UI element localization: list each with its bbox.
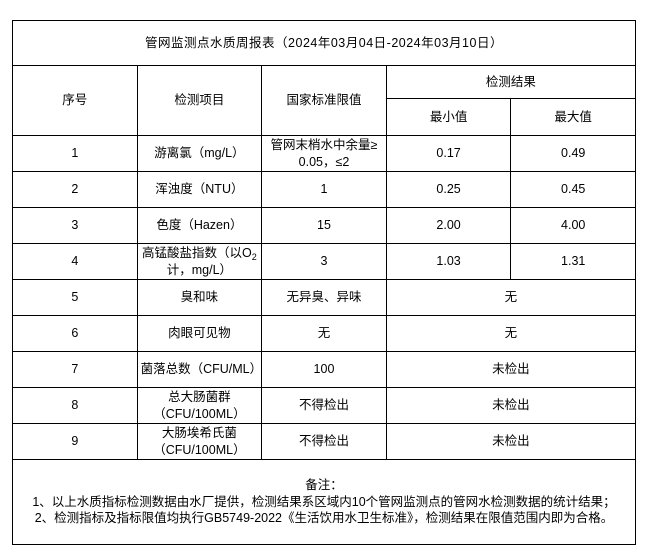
row-standard-limit: 不得检出 (261, 423, 387, 460)
row-result-max: 0.45 (510, 171, 636, 208)
report-table-body: 管网监测点水质周报表（2024年03月04日-2024年03月10日） 序号 检… (12, 20, 637, 136)
remarks-cell: 备注： 1、以上水质指标检测数据由水厂提供，检测结果系区域内10个管网监测点的管… (12, 459, 636, 545)
row-result-min: 1.03 (385, 243, 512, 280)
row-item-name: 高锰酸盐指数（以O2 计，mg/L） (136, 243, 263, 280)
row-result-merged: 未检出 (385, 351, 637, 388)
row-item-name: 色度（Hazen） (136, 207, 263, 244)
table-row: 5 臭和味 无异臭、异味无 (12, 279, 637, 316)
row-index: 2 (12, 171, 138, 208)
row-index: 5 (12, 279, 138, 316)
table-row: 7 菌落总数（CFU/ML） 100 未检出 (12, 351, 637, 388)
row-index: 3 (12, 207, 138, 244)
row-result-merged: 无 (385, 279, 637, 316)
header-result-group: 检测结果 (385, 65, 637, 99)
row-index: 7 (12, 351, 138, 388)
table-row: 2 浑浊度（NTU） 1 0.25 0.45 (12, 171, 636, 208)
row-index: 8 (12, 387, 138, 424)
standard-limit-line-1: 管网末梢水中余量≥ (270, 137, 378, 152)
row-result-min: 0.17 (385, 135, 512, 172)
row-standard-limit: 1 (261, 171, 387, 208)
row-standard-limit: 不得检出 (261, 387, 387, 424)
header-result-max: 最大值 (510, 98, 636, 136)
row-index: 1 (12, 135, 138, 172)
row-result-min: 2.00 (385, 207, 512, 244)
table-row: 3 色度（Hazen） 15 2.00 4.00 (12, 207, 636, 244)
header-result-min: 最小值 (385, 98, 512, 136)
remarks-label: 备注： (305, 477, 343, 492)
item-name-subscript: 2 (251, 251, 257, 262)
remarks-line-1: 1、以上水质指标检测数据由水厂提供，检测结果系区域内10个管网监测点的管网水检测… (32, 494, 616, 509)
row-result-max: 4.00 (510, 207, 636, 244)
row-index: 9 (12, 423, 138, 460)
row-result-merged: 未检出 (385, 423, 637, 460)
table-row: 4 高锰酸盐指数（以O2 计，mg/L） 3 1.03 1.31 (12, 243, 636, 280)
row-index: 6 (12, 315, 138, 352)
row-result-merged: 无 (385, 315, 637, 352)
row-item-name: 臭和味 (136, 279, 263, 316)
row-standard-limit: 无 (261, 315, 387, 352)
remarks-row: 备注： 1、以上水质指标检测数据由水厂提供，检测结果系区域内10个管网监测点的管… (12, 459, 636, 545)
water-quality-report-table: 管网监测点水质周报表（2024年03月04日-2024年03月10日） 序号 检… (12, 20, 637, 545)
report-title: 管网监测点水质周报表（2024年03月04日-2024年03月10日） (12, 20, 636, 66)
header-index: 序号 (12, 65, 138, 136)
row-item-name: 游离氯（mg/L） (136, 135, 263, 172)
row-standard-limit: 管网末梢水中余量≥ 0.05，≤2 (261, 135, 387, 172)
row-result-max: 1.31 (510, 243, 636, 280)
item-name-suffix: 计，mg/L） (166, 262, 233, 277)
row-item-name: 大肠埃希氏菌（CFU/100ML） (136, 423, 263, 460)
header-row-sub: 最小值 最大值 (13, 98, 636, 136)
remarks-line-2: 2、检测指标及指标限值均执行GB5749-2022《生活饮用水卫生标准》，检测结… (34, 511, 614, 526)
standard-limit-line-2: 0.05，≤2 (298, 154, 350, 169)
row-index: 4 (12, 243, 138, 280)
table-row: 6 肉眼可见物无无 (12, 315, 637, 352)
row-item-name: 总大肠菌群（CFU/100ML） (136, 387, 263, 424)
table-row: 8 总大肠菌群（CFU/100ML） 不得检出 未检出 (12, 387, 637, 424)
row-item-name: 肉眼可见物 (136, 315, 263, 352)
header-row-top: 序号 检测项目 国家标准限值 检测结果 (12, 65, 637, 136)
row-item-name: 浑浊度（NTU） (136, 171, 263, 208)
row-standard-limit: 无异臭、异味 (261, 279, 387, 316)
row-standard-limit: 100 (261, 351, 387, 388)
table-row: 1 游离氯（mg/L） 管网末梢水中余量≥ 0.05，≤2 0.17 0.49 (12, 135, 636, 172)
row-result-merged: 未检出 (385, 387, 637, 424)
data-rows-host: 1 游离氯（mg/L） 管网末梢水中余量≥ 0.05，≤2 0.17 0.49 2 浑浊度（N… (12, 135, 637, 460)
row-standard-limit: 3 (261, 243, 387, 280)
header-item: 检测项目 (136, 65, 263, 136)
row-item-name: 菌落总数（CFU/ML） (136, 351, 263, 388)
title-row: 管网监测点水质周报表（2024年03月04日-2024年03月10日） (12, 20, 636, 66)
report-frame: 管网监测点水质周报表（2024年03月04日-2024年03月10日） 序号 检… (12, 20, 637, 545)
table-row: 9 大肠埃希氏菌（CFU/100ML） 不得检出 未检出 (12, 423, 637, 460)
row-result-min: 0.25 (385, 171, 512, 208)
item-name-prefix: 高锰酸盐指数（以O (142, 245, 252, 260)
row-standard-limit: 15 (261, 207, 387, 244)
row-result-max: 0.49 (510, 135, 636, 172)
header-limit: 国家标准限值 (261, 65, 387, 136)
